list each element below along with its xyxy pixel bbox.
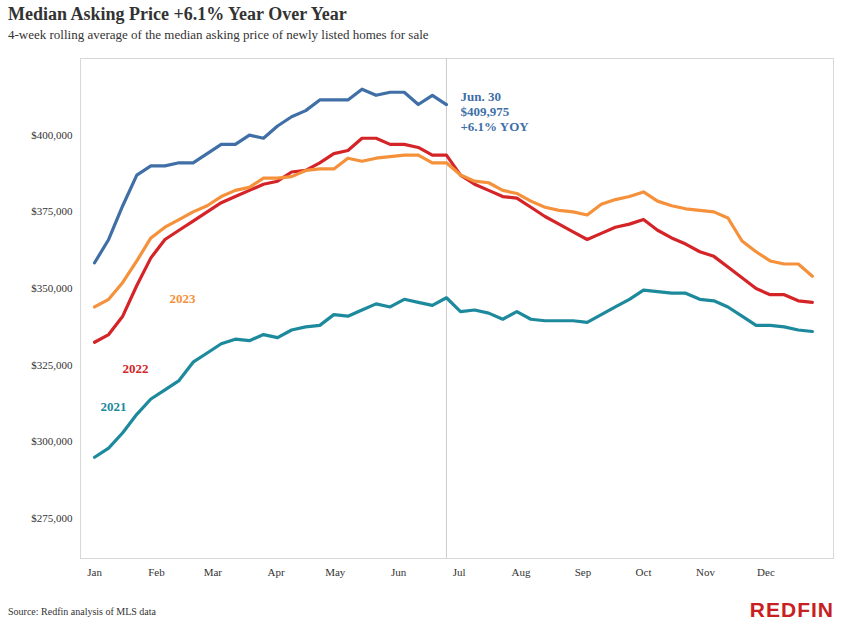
html-text:REDFIN: REDFIN xyxy=(749,598,834,621)
svg-text:Jul: Jul xyxy=(453,566,466,578)
svg-text:Jun. 30$409,975+6.1% YOY: Jun. 30$409,975+6.1% YOY xyxy=(460,89,529,134)
svg-text:Mar: Mar xyxy=(204,566,223,578)
svg-text:May: May xyxy=(325,566,346,578)
svg-text:$400,000: $400,000 xyxy=(31,129,73,141)
svg-text:$300,000: $300,000 xyxy=(31,435,73,447)
svg-text:Feb: Feb xyxy=(148,566,165,578)
svg-text:2021: 2021 xyxy=(101,399,127,414)
svg-text:Jan: Jan xyxy=(87,566,102,578)
svg-text:Oct: Oct xyxy=(636,566,652,578)
svg-text:Apr: Apr xyxy=(268,566,285,578)
svg-text:2022: 2022 xyxy=(123,361,149,376)
svg-text:Sep: Sep xyxy=(575,566,592,578)
html-text:Median Asking Price +6.1% Year: Median Asking Price +6.1% Year Over Year xyxy=(8,4,347,24)
svg-text:2023: 2023 xyxy=(170,291,197,306)
svg-text:$275,000: $275,000 xyxy=(31,512,73,524)
html-text:4-week rolling average of the: 4-week rolling average of the median ask… xyxy=(8,27,429,42)
svg-text:Dec: Dec xyxy=(757,566,775,578)
svg-text:Aug: Aug xyxy=(512,566,531,578)
svg-text:$325,000: $325,000 xyxy=(31,359,73,371)
svg-text:Jun: Jun xyxy=(391,566,407,578)
svg-text:$375,000: $375,000 xyxy=(31,205,73,217)
html-text:Source: Redfin analysis of MLS: Source: Redfin analysis of MLS data xyxy=(8,606,156,617)
svg-text:Nov: Nov xyxy=(696,566,715,578)
svg-text:$350,000: $350,000 xyxy=(31,282,73,294)
